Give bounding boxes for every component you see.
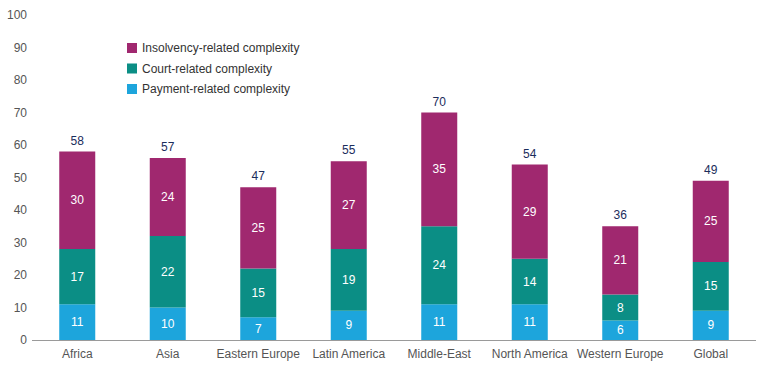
bar-segment xyxy=(421,304,457,340)
data-label: 11 xyxy=(524,315,537,329)
x-tick-label: Latin America xyxy=(312,347,385,361)
bars xyxy=(59,113,729,341)
data-label: 24 xyxy=(433,258,447,272)
data-label: 7 xyxy=(255,322,262,336)
legend: Insolvency-related complexity Court-relat… xyxy=(127,41,299,96)
bar-segment xyxy=(331,161,367,249)
data-label: 10 xyxy=(161,317,175,331)
y-tick-label: 70 xyxy=(14,106,28,120)
x-tick-label: North America xyxy=(492,347,568,361)
bar-segment xyxy=(602,321,638,341)
bar-segment xyxy=(421,113,457,227)
total-label: 70 xyxy=(433,95,447,109)
bar-segment xyxy=(512,304,548,340)
data-label: 25 xyxy=(252,221,266,235)
data-label: 15 xyxy=(704,279,718,293)
y-tick-label: 0 xyxy=(20,333,27,347)
bar-segment xyxy=(150,158,186,236)
y-tick-label: 50 xyxy=(14,171,28,185)
bar-segment xyxy=(421,226,457,304)
bar-segment xyxy=(512,165,548,259)
bar-segment xyxy=(693,262,729,311)
x-tick-label: Africa xyxy=(62,347,93,361)
total-label: 49 xyxy=(704,163,718,177)
bar-segment xyxy=(59,249,95,304)
bar-segment xyxy=(512,259,548,305)
data-labels: 11 17 30 10 22 24 7 15 25 9 19 27 11 24 35 11 14 29 6 8 21 9 1… xyxy=(71,162,718,337)
total-label: 55 xyxy=(342,143,356,157)
y-tick-label: 60 xyxy=(14,138,28,152)
legend-label: Court-related complexity xyxy=(142,62,272,76)
bar-segment xyxy=(602,295,638,321)
bar-segment xyxy=(240,269,276,318)
y-tick-label: 90 xyxy=(14,41,28,55)
bar-segment xyxy=(602,226,638,294)
data-label: 9 xyxy=(345,318,352,332)
data-label: 11 xyxy=(71,315,84,329)
x-tick-label: Eastern Europe xyxy=(217,347,301,361)
y-tick-label: 40 xyxy=(14,203,28,217)
x-tick-label: Global xyxy=(693,347,728,361)
data-label: 17 xyxy=(71,270,85,284)
bar-segment xyxy=(331,249,367,311)
total-label: 57 xyxy=(161,140,175,154)
y-tick-label: 80 xyxy=(14,73,28,87)
bar-segment xyxy=(59,152,95,250)
data-label: 8 xyxy=(617,301,624,315)
x-axis-line xyxy=(32,340,756,341)
data-label: 21 xyxy=(614,253,628,267)
data-label: 35 xyxy=(433,162,447,176)
data-label: 25 xyxy=(704,214,718,228)
y-tick-label: 10 xyxy=(14,301,28,315)
y-tick-label: 30 xyxy=(14,236,28,250)
data-label: 22 xyxy=(161,265,175,279)
bar-segment xyxy=(150,236,186,308)
legend-swatch xyxy=(127,84,137,94)
chart: 0 10 20 30 40 50 60 70 80 90 100 11 17 30 10 22 24 7 15 25 9… xyxy=(0,0,759,367)
data-label: 27 xyxy=(342,198,356,212)
bar-segment xyxy=(693,311,729,340)
bar-segment xyxy=(693,181,729,262)
bar-segment xyxy=(331,311,367,340)
bar-segment xyxy=(240,317,276,340)
total-label: 47 xyxy=(252,169,266,183)
data-label: 19 xyxy=(342,273,356,287)
bar-segment xyxy=(59,304,95,340)
y-tick-label: 20 xyxy=(14,268,28,282)
x-tick-label: Western Europe xyxy=(577,347,664,361)
total-label: 58 xyxy=(71,134,85,148)
data-label: 9 xyxy=(707,318,714,332)
legend-label: Payment-related complexity xyxy=(142,82,290,96)
data-label: 30 xyxy=(71,193,85,207)
bar-segment xyxy=(150,308,186,341)
x-tick-label: Middle-East xyxy=(408,347,472,361)
total-label: 36 xyxy=(614,208,628,222)
total-label: 54 xyxy=(523,147,537,161)
y-tick-label: 100 xyxy=(7,8,27,22)
data-label: 14 xyxy=(523,275,537,289)
legend-label: Insolvency-related complexity xyxy=(142,41,299,55)
legend-swatch xyxy=(127,64,137,74)
data-label: 6 xyxy=(617,323,624,337)
data-label: 29 xyxy=(523,205,537,219)
chart-container: 0 10 20 30 40 50 60 70 80 90 100 11 17 30 10 22 24 7 15 25 9… xyxy=(0,0,759,367)
legend-swatch xyxy=(127,43,137,53)
data-label: 11 xyxy=(433,315,446,329)
bar-segment xyxy=(240,187,276,268)
data-label: 15 xyxy=(252,286,266,300)
x-tick-label: Asia xyxy=(156,347,180,361)
data-label: 24 xyxy=(161,190,175,204)
